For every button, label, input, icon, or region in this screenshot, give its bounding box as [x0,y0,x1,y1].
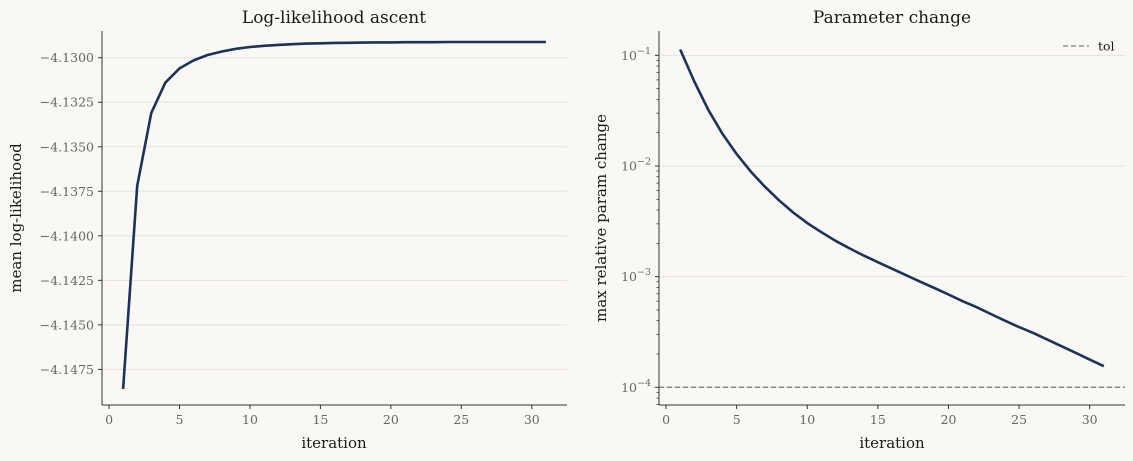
loglik-y-tick-label: −4.1475 [40,362,94,377]
loglik-x-label: iteration [301,434,367,452]
param-series-line [679,48,1105,368]
loglik-chart: Log-likelihood ascent −4.1300−4.1325−4.1… [7,8,567,452]
param-y-ticks: 10−4 10−3 10−2 10−1 [621,46,659,405]
param-x-tick-label: 20 [941,412,957,427]
loglik-x-tick-label: 10 [242,412,258,427]
param-y-tick-label: 10−2 [621,156,651,173]
loglik-y-tick-label: −4.1300 [40,50,94,65]
loglik-y-ticks: −4.1300 −4.1325 −4.1350 −4.1375 −4.1400 −4.14… [40,50,102,377]
loglik-x-tick-label: 25 [453,412,469,427]
loglik-y-tick-label: −4.1325 [40,95,94,110]
loglik-y-label: mean log-likelihood [7,143,25,293]
param-change-chart: Parameter change 10−4 10−3 10−2 10−1 0 5 10 15… [592,8,1125,452]
param-y-label: max relative param change [592,114,610,322]
loglik-chart-title: Log-likelihood ascent [242,8,426,28]
param-x-tick-label: 15 [870,412,886,427]
param-x-tick-label: 30 [1082,412,1098,427]
legend: tol [1063,39,1115,54]
param-gridlines [659,54,1125,388]
loglik-series-line [121,40,546,390]
param-y-tick-label: 10−4 [621,378,651,395]
loglik-x-tick-label: 20 [383,412,399,427]
param-x-tick-label: 5 [733,412,741,427]
loglik-y-tick-label: −4.1425 [40,273,94,288]
loglik-y-tick-label: −4.1375 [40,184,94,199]
loglik-x-tick-label: 5 [176,412,184,427]
loglik-y-tick-label: −4.1450 [40,317,94,332]
param-x-tick-label: 10 [799,412,815,427]
loglik-x-ticks: 0 5 10 15 20 25 30 [105,405,540,427]
loglik-x-tick-label: 0 [105,412,113,427]
param-change-chart-title: Parameter change [813,8,971,28]
loglik-y-tick-label: −4.1350 [40,139,94,154]
param-x-tick-label: 25 [1011,412,1027,427]
legend-tol-label: tol [1098,39,1115,54]
loglik-y-tick-label: −4.1400 [40,228,94,243]
param-y-tick-label: 10−3 [621,267,651,284]
param-x-ticks: 0 5 10 15 20 25 30 [662,405,1098,427]
param-y-tick-label: 10−1 [621,46,651,63]
loglik-x-tick-label: 30 [524,412,540,427]
loglik-gridlines [102,57,567,370]
param-x-tick-label: 0 [662,412,670,427]
param-x-label: iteration [859,434,925,452]
loglik-x-tick-label: 15 [312,412,328,427]
